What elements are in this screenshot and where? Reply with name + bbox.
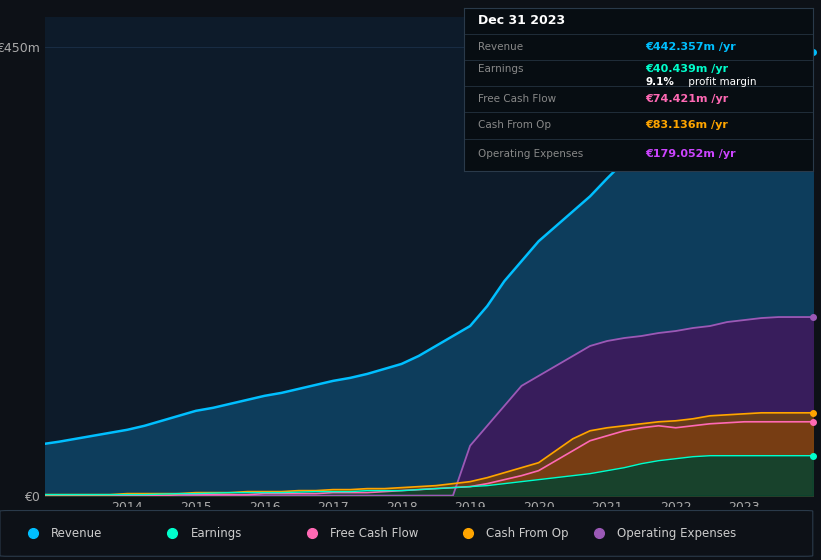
Text: Free Cash Flow: Free Cash Flow — [478, 94, 556, 104]
Text: €74.421m /yr: €74.421m /yr — [645, 94, 728, 104]
Text: Earnings: Earnings — [190, 527, 242, 540]
Text: €179.052m /yr: €179.052m /yr — [645, 149, 736, 158]
Text: 9.1%: 9.1% — [645, 77, 674, 87]
Text: Revenue: Revenue — [478, 43, 523, 53]
Text: €83.136m /yr: €83.136m /yr — [645, 120, 728, 130]
Text: Cash From Op: Cash From Op — [486, 527, 568, 540]
Text: Operating Expenses: Operating Expenses — [478, 149, 583, 158]
Text: profit margin: profit margin — [686, 77, 757, 87]
Text: Dec 31 2023: Dec 31 2023 — [478, 14, 565, 27]
Text: Operating Expenses: Operating Expenses — [617, 527, 736, 540]
Text: Cash From Op: Cash From Op — [478, 120, 551, 130]
Text: €40.439m /yr: €40.439m /yr — [645, 64, 728, 74]
Text: Earnings: Earnings — [478, 64, 523, 74]
Text: Free Cash Flow: Free Cash Flow — [330, 527, 419, 540]
Text: Revenue: Revenue — [51, 527, 103, 540]
Text: €442.357m /yr: €442.357m /yr — [645, 43, 736, 53]
